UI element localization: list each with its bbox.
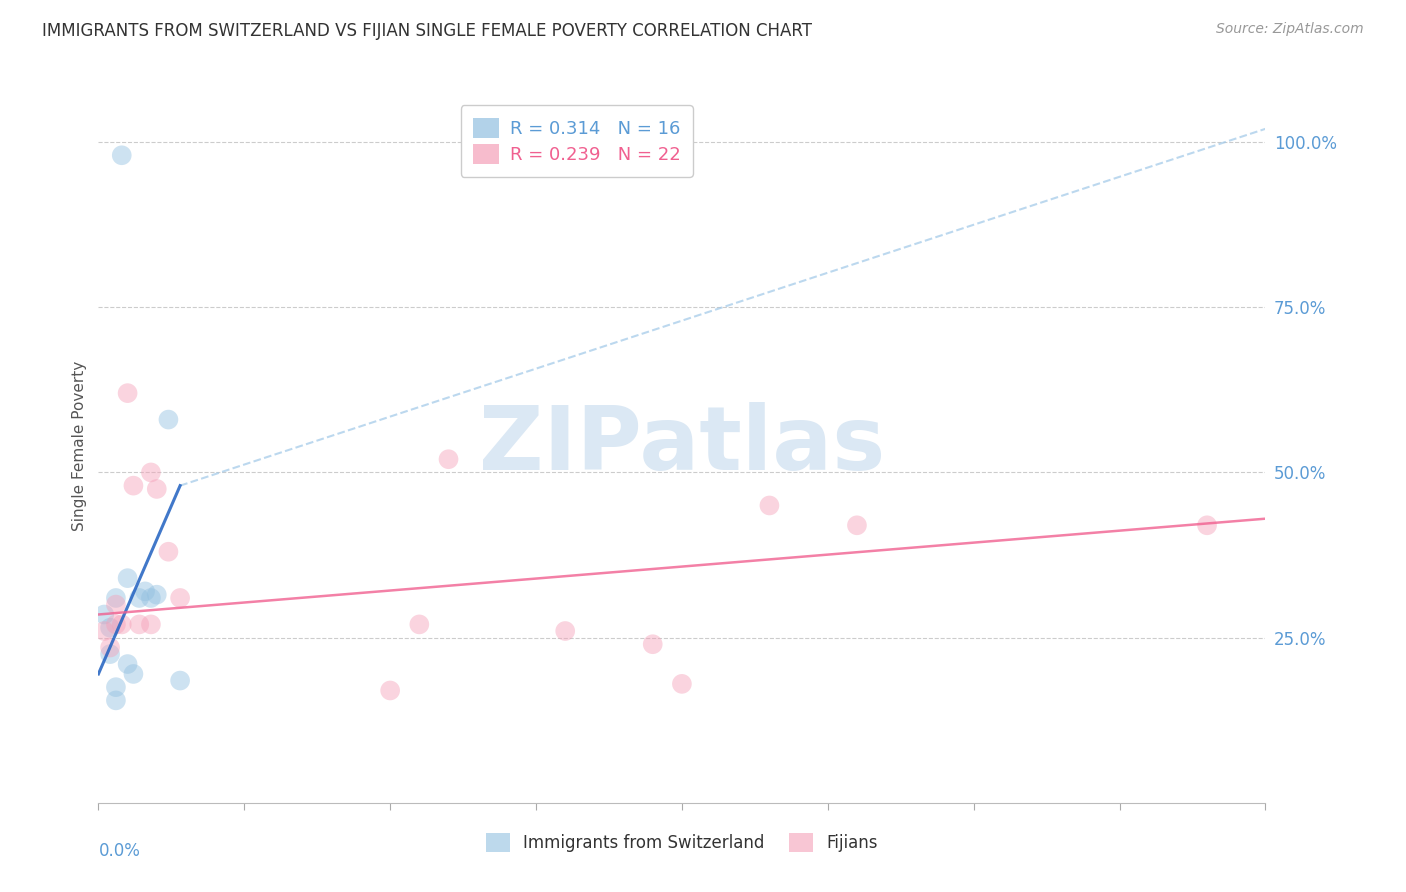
Point <box>139 617 162 632</box>
Point <box>104 617 127 632</box>
Point <box>437 452 460 467</box>
Point <box>169 673 191 688</box>
Point <box>146 588 169 602</box>
Text: IMMIGRANTS FROM SWITZERLAND VS FIJIAN SINGLE FEMALE POVERTY CORRELATION CHART: IMMIGRANTS FROM SWITZERLAND VS FIJIAN SI… <box>42 22 813 40</box>
Point <box>98 640 121 655</box>
Point <box>117 386 139 401</box>
Point <box>157 545 180 559</box>
Point <box>128 617 150 632</box>
Point <box>93 624 115 638</box>
Point <box>104 693 127 707</box>
Point <box>146 482 169 496</box>
Point <box>554 624 576 638</box>
Point <box>128 591 150 605</box>
Point <box>157 412 180 426</box>
Point <box>846 518 869 533</box>
Point <box>104 598 127 612</box>
Point <box>122 478 145 492</box>
Point <box>1195 518 1218 533</box>
Point <box>134 584 156 599</box>
Point <box>117 571 139 585</box>
Point <box>122 667 145 681</box>
Point <box>111 148 134 162</box>
Text: 0.0%: 0.0% <box>98 842 141 860</box>
Point <box>641 637 664 651</box>
Point <box>169 591 191 605</box>
Text: ZIPatlas: ZIPatlas <box>479 402 884 490</box>
Point <box>139 466 162 480</box>
Point <box>671 677 693 691</box>
Point <box>93 607 115 622</box>
Point <box>98 621 121 635</box>
Legend: Immigrants from Switzerland, Fijians: Immigrants from Switzerland, Fijians <box>479 827 884 859</box>
Point <box>139 591 162 605</box>
Point <box>117 657 139 671</box>
Point <box>758 499 780 513</box>
Text: Source: ZipAtlas.com: Source: ZipAtlas.com <box>1216 22 1364 37</box>
Point <box>111 617 134 632</box>
Point <box>104 591 127 605</box>
Point <box>104 680 127 694</box>
Y-axis label: Single Female Poverty: Single Female Poverty <box>72 361 87 531</box>
Point <box>98 647 121 661</box>
Point <box>408 617 430 632</box>
Point <box>380 683 402 698</box>
